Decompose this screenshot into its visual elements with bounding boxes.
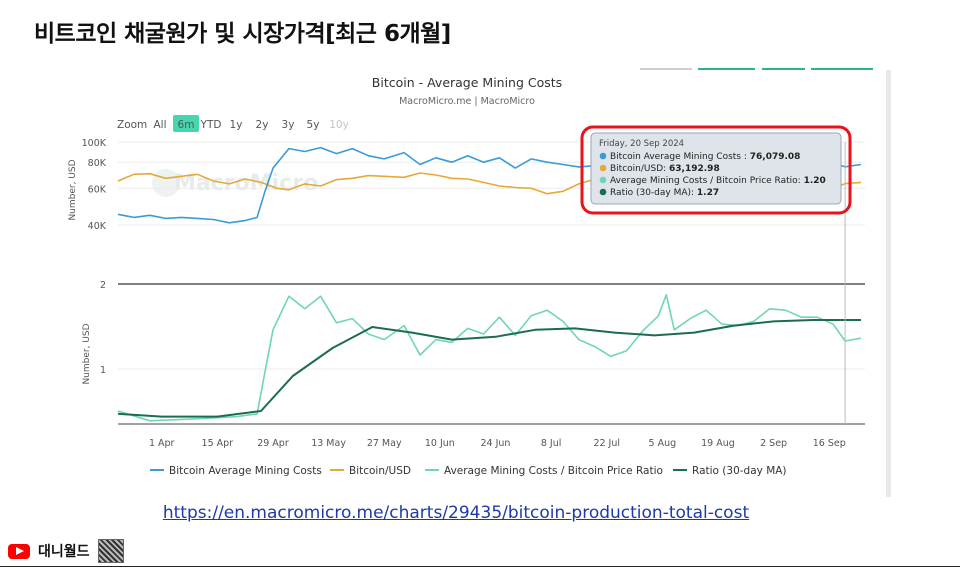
zoom-option-All[interactable]: All (153, 119, 166, 131)
tooltip-value: 63,192.98 (669, 164, 720, 174)
legend-item[interactable]: Bitcoin/USD (349, 465, 411, 477)
zoom-option-2y[interactable]: 2y (256, 119, 269, 131)
tooltip-bullet (599, 176, 607, 184)
tab-indicator (640, 68, 692, 70)
tooltip-value: 76,079.08 (750, 152, 801, 162)
tooltip-label: Bitcoin Average Mining Costs : 76,079.08 (610, 152, 800, 162)
divider (0, 566, 960, 567)
x-tick-label: 10 Jun (425, 438, 455, 449)
chart-svg: Bitcoin - Average Mining Costs MacroMicro… (68, 75, 865, 477)
zoom-option-6m[interactable]: 6m (178, 119, 195, 131)
y-axis-label-bottom: Number, USD (82, 323, 92, 384)
zoom-option-5y[interactable]: 5y (307, 119, 320, 131)
y-tick-label: 100K (82, 138, 107, 149)
series-line-price-ratio (117, 294, 862, 422)
zoom-option-10y[interactable]: 10y (329, 119, 349, 131)
x-tick-label: 1 Apr (149, 438, 175, 449)
tooltip-highlight (580, 125, 852, 215)
y-tick-label: 2 (100, 280, 106, 291)
tooltip-box (590, 132, 842, 205)
x-tick-label: 8 Jul (541, 438, 562, 449)
tooltip-label: Bitcoin/USD: 63,192.98 (610, 164, 720, 174)
footer: 대니월드 (8, 538, 124, 564)
x-tick-label: 13 May (311, 438, 346, 449)
tooltip-label: Average Mining Costs / Bitcoin Price Rat… (610, 176, 826, 186)
legend-item[interactable]: Ratio (30-day MA) (692, 465, 787, 477)
x-tick-label: 5 Aug (649, 438, 677, 449)
y-tick-label: 40K (88, 221, 107, 232)
tooltip-value: 1.27 (697, 188, 719, 198)
tooltip-label-text: Average Mining Costs / Bitcoin Price Rat… (610, 176, 804, 186)
zoom-option-3y[interactable]: 3y (282, 119, 295, 131)
x-tick-label: 27 May (367, 438, 402, 449)
chart-container: Bitcoin - Average Mining Costs MacroMicro… (62, 70, 890, 495)
x-tick-label: 29 Apr (257, 438, 289, 449)
zoom-option-YTD[interactable]: YTD (200, 119, 222, 131)
zoom-label: Zoom (117, 119, 147, 131)
source-link[interactable]: https://en.macromicro.me/charts/29435/bi… (162, 503, 750, 523)
tab-indicator (762, 68, 805, 70)
slide-title: 비트코인 채굴원가 및 시장가격[최근 6개월] (34, 21, 451, 47)
legend-item[interactable]: Average Mining Costs / Bitcoin Price Rat… (444, 465, 663, 477)
y-tick-label: 1 (100, 365, 106, 376)
zoom-option-bg (173, 115, 199, 132)
tooltip-label-text: Bitcoin/USD: (610, 164, 669, 174)
chart-title: Bitcoin - Average Mining Costs (372, 75, 562, 90)
x-tick-label: 19 Aug (701, 438, 735, 449)
tab-indicator (811, 68, 873, 70)
y-tick-label: 80K (88, 158, 107, 169)
x-tick-label: 24 Jun (480, 438, 510, 449)
channel-name: 대니월드 (38, 544, 90, 560)
tooltip-label-text: Bitcoin Average Mining Costs : (610, 152, 750, 162)
zoom-option-1y[interactable]: 1y (230, 119, 243, 131)
tooltip-bullet (599, 188, 607, 196)
x-tick-label: 15 Apr (202, 438, 234, 449)
tooltip-bullet (599, 164, 607, 172)
x-tick-label: 16 Sep (813, 438, 846, 449)
x-tick-label: 22 Jul (593, 438, 620, 449)
tooltip-bullet (599, 152, 607, 160)
scrollbar[interactable] (886, 70, 891, 497)
tooltip-value: 1.20 (804, 176, 826, 186)
series-line-ratio-ma (117, 319, 861, 418)
y-axis-label-top: Number, USD (68, 159, 78, 220)
youtube-icon (8, 543, 30, 559)
legend-item[interactable]: Bitcoin Average Mining Costs (169, 465, 322, 477)
channel-avatar (97, 539, 124, 563)
x-tick-label: 2 Sep (760, 438, 787, 449)
y-tick-label: 60K (88, 184, 107, 195)
tooltip-date: Friday, 20 Sep 2024 (599, 139, 684, 149)
chart-subtitle: MacroMicro.me | MacroMicro (399, 96, 535, 107)
tab-indicator (698, 68, 755, 70)
tooltip-label: Ratio (30-day MA): 1.27 (610, 188, 719, 198)
tooltip-label-text: Ratio (30-day MA): (610, 188, 697, 198)
